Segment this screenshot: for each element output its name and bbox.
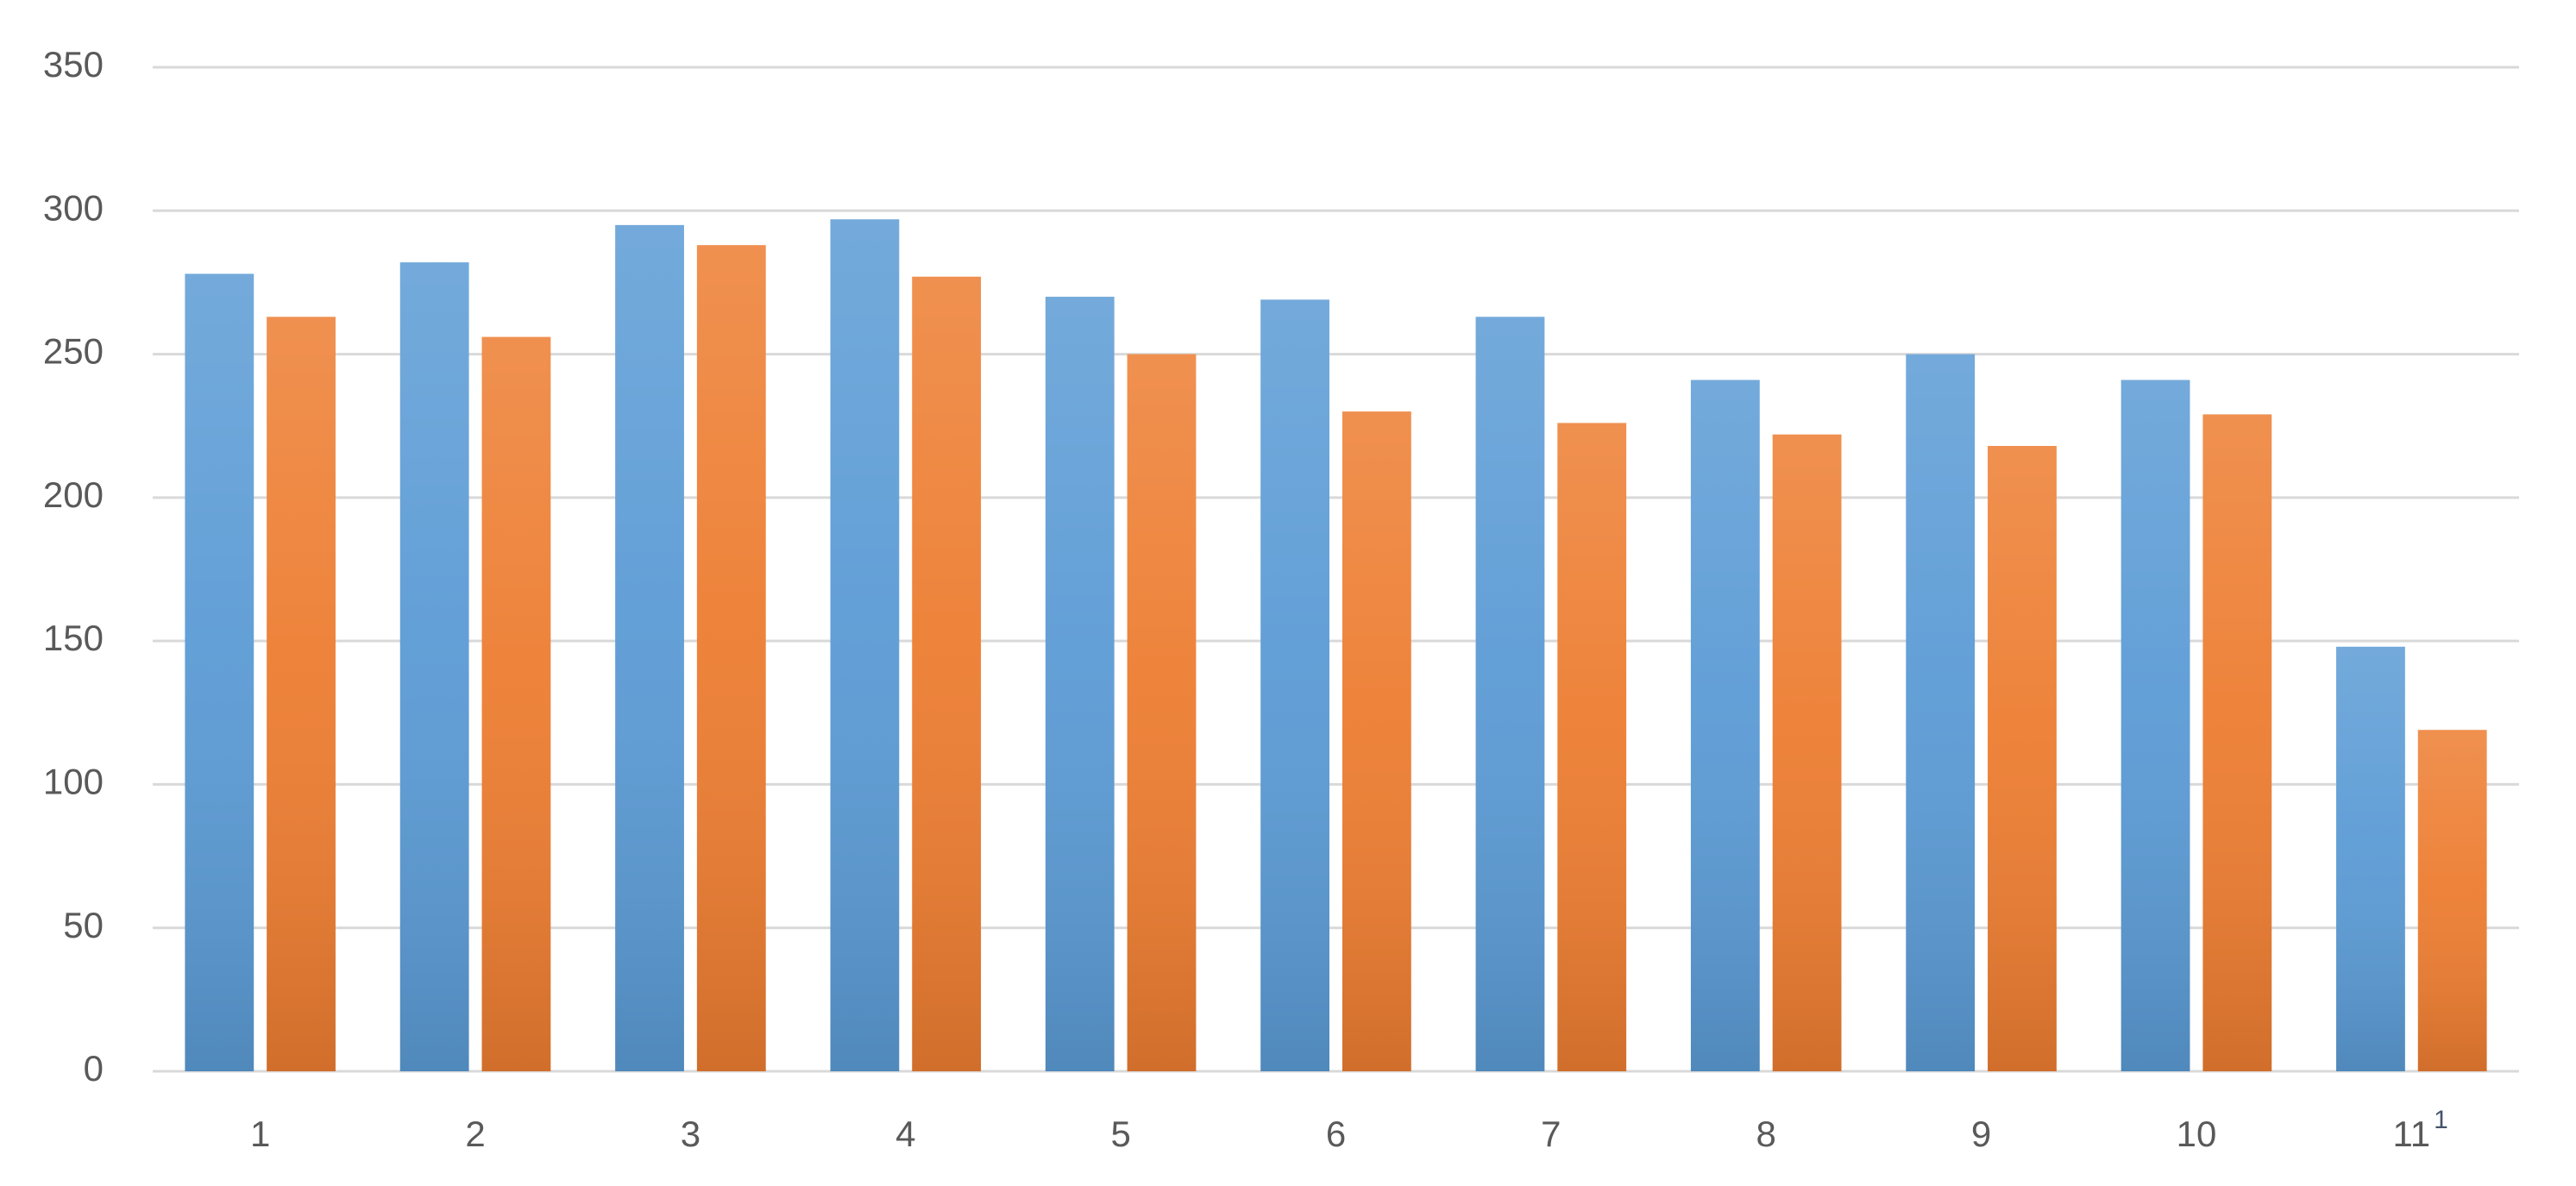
bar-shade [696, 245, 766, 1071]
bar-shade [1127, 354, 1197, 1072]
x-tick-label: 7 [1541, 1114, 1561, 1154]
x-tick-label: 1 [250, 1114, 270, 1154]
x-tick-label: 5 [1110, 1114, 1130, 1154]
bar-shade [2120, 380, 2190, 1071]
bar-shade [1772, 434, 1842, 1072]
x-tick-label: 11 [2393, 1114, 2431, 1154]
y-tick-label: 200 [43, 474, 104, 515]
y-tick-label: 0 [84, 1048, 104, 1089]
x-tick-label: 6 [1326, 1114, 1346, 1154]
bar-shade [1341, 411, 1411, 1072]
bar-shade [1475, 317, 1545, 1071]
x-tick-label: 3 [681, 1114, 701, 1154]
y-tick-label: 150 [43, 618, 104, 658]
x-tick-label: 9 [1971, 1114, 1991, 1154]
bar-shade [1988, 445, 2057, 1071]
y-tick-label: 100 [43, 762, 104, 802]
y-tick-label: 50 [63, 905, 104, 945]
bar-shade [830, 219, 900, 1071]
bar-shade [267, 317, 336, 1071]
x-tick-label: 4 [895, 1114, 915, 1154]
bar-shade [1690, 380, 1760, 1071]
bar-shade [615, 224, 684, 1071]
y-tick-label: 350 [43, 44, 104, 85]
bar-shade [481, 336, 551, 1071]
x-tick-label: 10 [2177, 1114, 2217, 1154]
bar-shade [912, 276, 982, 1072]
bar-shade [1557, 423, 1627, 1072]
y-tick-label: 300 [43, 187, 104, 228]
bar-shade [185, 273, 254, 1071]
bar-shade [2336, 646, 2405, 1071]
bar-shade [2202, 414, 2272, 1071]
bar-shade [399, 262, 469, 1071]
x-tick-label: 8 [1756, 1114, 1776, 1154]
bar-shade [1906, 354, 1976, 1072]
annotation: 1 [2434, 1106, 2448, 1134]
y-tick-label: 250 [43, 331, 104, 372]
x-tick-label: 2 [465, 1114, 485, 1154]
bar-shade [1045, 297, 1115, 1071]
bar-shade [1260, 299, 1330, 1072]
bar-shade [2417, 730, 2487, 1071]
